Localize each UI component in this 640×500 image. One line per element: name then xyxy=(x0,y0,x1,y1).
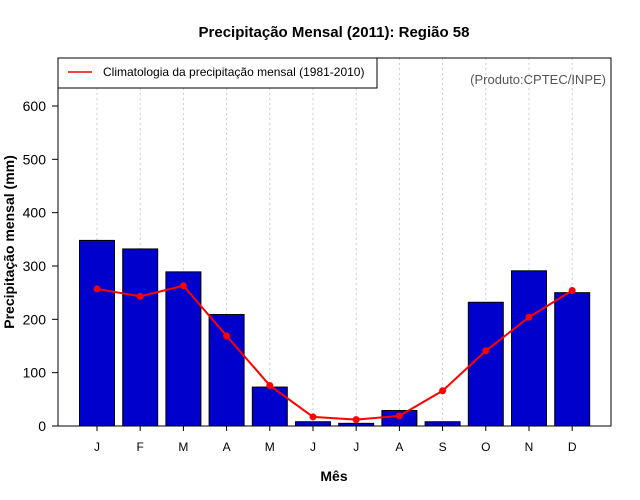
climatology-point-9 xyxy=(482,347,490,355)
x-tick-label: M xyxy=(265,440,275,454)
bar-3 xyxy=(208,314,245,427)
y-tick-label: 600 xyxy=(23,98,47,114)
bar-9 xyxy=(467,301,504,427)
climatology-point-0 xyxy=(93,285,101,293)
bar-0 xyxy=(79,239,115,427)
legend: Climatologia da precipitação mensal (198… xyxy=(57,57,378,89)
y-axis-label: Precipitação mensal (mm) xyxy=(1,155,17,329)
climatology-point-2 xyxy=(179,282,187,290)
bar-11 xyxy=(554,292,591,427)
x-tick-label: N xyxy=(525,440,534,454)
climatology-point-10 xyxy=(525,313,533,321)
bar-5 xyxy=(295,421,331,427)
bar-4 xyxy=(251,386,288,427)
x-tick-label: F xyxy=(137,440,144,454)
climatology-line xyxy=(93,282,576,424)
bar-8 xyxy=(424,421,461,427)
x-tick-label: J xyxy=(310,440,316,454)
bar-2 xyxy=(165,271,202,427)
legend-box xyxy=(57,57,378,89)
x-tick-label: D xyxy=(568,440,577,454)
bar-10 xyxy=(511,270,547,427)
y-tick-label: 0 xyxy=(38,418,46,434)
y-tick-label: 400 xyxy=(23,205,47,221)
climatology-point-11 xyxy=(568,287,576,295)
climatology-polyline xyxy=(96,284,573,421)
bar-1 xyxy=(122,248,159,427)
climatology-point-1 xyxy=(136,292,144,300)
climatology-point-6 xyxy=(352,416,360,424)
credit-text: (Produto:CPTEC/INPE) xyxy=(470,72,606,87)
y-tick-label: 300 xyxy=(23,258,47,274)
climatology-point-4 xyxy=(266,381,274,389)
x-tick-label: O xyxy=(481,440,490,454)
x-axis-label: Mês xyxy=(320,468,347,484)
x-tick-label: A xyxy=(223,440,231,454)
x-tick-label: A xyxy=(395,440,403,454)
chart-title: Precipitação Mensal (2011): Região 58 xyxy=(199,24,470,41)
x-tick-label: S xyxy=(439,440,447,454)
x-tick-label: M xyxy=(178,440,188,454)
y-tick-label: 500 xyxy=(23,151,47,167)
climatology-point-8 xyxy=(439,387,447,395)
bars xyxy=(79,239,591,427)
y-tick-label: 200 xyxy=(23,311,47,327)
climatology-point-3 xyxy=(223,332,231,340)
axes: 0 100 200 300 400 500 600 J F M A M J J A S O N D xyxy=(23,98,577,454)
y-tick-label: 100 xyxy=(23,365,47,381)
x-tick-label: J xyxy=(353,440,359,454)
climatology-point-7 xyxy=(395,412,403,420)
climatology-point-5 xyxy=(309,413,317,421)
legend-label: Climatologia da precipitação mensal (198… xyxy=(103,65,364,79)
x-tick-label: J xyxy=(94,440,100,454)
